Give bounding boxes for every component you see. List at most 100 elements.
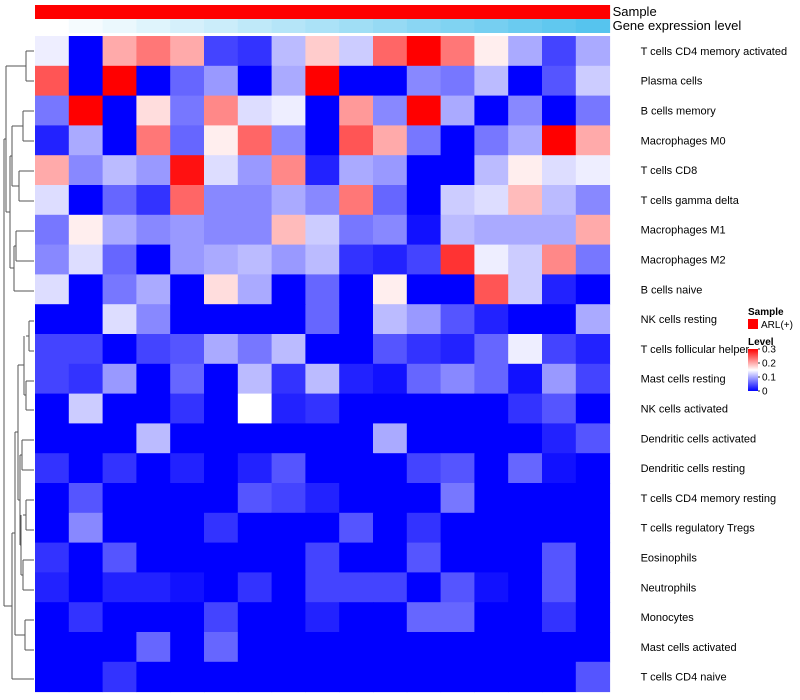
heatmap-cell <box>35 632 70 663</box>
heatmap-cell <box>474 214 509 246</box>
heatmap-cell <box>508 125 543 156</box>
heatmap-cell <box>406 661 442 693</box>
heatmap-cell <box>542 274 577 305</box>
heatmap-cell <box>271 155 306 186</box>
heatmap-cell <box>204 393 239 424</box>
heatmap-cell <box>271 542 306 573</box>
heatmap-cell <box>136 155 171 186</box>
heatmap-cell <box>575 155 611 186</box>
heatmap-cell <box>440 185 475 216</box>
heatmap-cell <box>136 483 171 514</box>
row-label: B cells naive <box>641 284 703 296</box>
heatmap-cell <box>373 185 408 216</box>
heatmap-cell <box>102 572 137 603</box>
heatmap-cell <box>440 244 475 275</box>
heatmap-cell <box>575 572 611 603</box>
heatmap-cell <box>68 423 104 454</box>
heatmap-cell <box>170 65 205 97</box>
heatmap-cell <box>373 483 408 514</box>
heatmap-cell <box>406 453 442 484</box>
heatmap-cell <box>440 661 475 693</box>
heatmap-cell <box>474 453 509 484</box>
heatmap-cell <box>35 334 70 365</box>
heatmap-cell <box>204 423 239 454</box>
heatmap-cell <box>373 155 408 186</box>
heatmap-cell <box>136 334 171 365</box>
heatmap-cell <box>68 274 104 305</box>
heatmap-cell <box>68 632 104 663</box>
heatmap-cell <box>542 214 577 246</box>
heatmap-cell <box>170 453 205 484</box>
heatmap-cell <box>271 632 306 663</box>
heatmap-cell <box>102 334 137 365</box>
heatmap-cell <box>204 155 239 186</box>
heatmap-cell <box>339 304 374 335</box>
legend-sample-entry: ARL(+) <box>761 320 793 331</box>
heatmap-cell <box>508 572 543 603</box>
legend-tick-label: 0 <box>762 387 768 398</box>
heatmap-cell <box>237 423 273 454</box>
row-label: Macrophages M1 <box>641 225 726 237</box>
heatmap-cell <box>271 95 306 126</box>
heatmap-cell <box>170 632 205 663</box>
heatmap-cell <box>440 155 475 186</box>
heatmap-cell <box>68 125 104 156</box>
heatmap-cell <box>35 244 70 275</box>
sample-annotation-cell <box>170 5 205 19</box>
heatmap-cell <box>170 334 205 365</box>
heatmap-cell <box>170 542 205 573</box>
heatmap-cell <box>102 393 137 424</box>
heatmap-cell <box>406 423 442 454</box>
row-dendrogram <box>3 50 34 680</box>
heatmap-cell <box>170 95 205 126</box>
heatmap-cell <box>474 155 509 186</box>
heatmap-cell <box>542 363 577 395</box>
heatmap-cell <box>440 393 475 424</box>
heatmap-cell <box>170 602 205 633</box>
heatmap-cell <box>339 661 374 693</box>
sample-annotation-cell <box>204 5 239 19</box>
heatmap-cell <box>68 304 104 335</box>
heatmap-cell <box>406 155 442 186</box>
heatmap-cell <box>271 393 306 424</box>
heatmap-cell <box>575 185 611 216</box>
heatmap-cell <box>508 453 543 484</box>
heatmap-cell <box>575 483 611 514</box>
heatmap-cell <box>68 542 104 573</box>
heatmap-cell <box>102 36 137 67</box>
sample-annotation-cell <box>68 5 104 19</box>
heatmap-cell <box>204 363 239 395</box>
heatmap-cell <box>170 155 205 186</box>
heatmap-cell <box>373 363 408 395</box>
heatmap-cell <box>474 36 509 67</box>
heatmap-cell <box>575 65 611 97</box>
heatmap-cell <box>575 661 611 693</box>
heatmap-cell <box>406 274 442 305</box>
expression-annotation-cell <box>373 19 408 33</box>
heatmap-cell <box>237 214 273 246</box>
heatmap-cell <box>373 453 408 484</box>
heatmap-cell <box>102 423 137 454</box>
heatmap-cell <box>170 304 205 335</box>
heatmap-cell <box>440 632 475 663</box>
heatmap-cell <box>474 512 509 544</box>
heatmap-cell <box>373 334 408 365</box>
heatmap-cell <box>305 423 340 454</box>
heatmap-cell <box>575 602 611 633</box>
heatmap-cell <box>136 453 171 484</box>
heatmap-cell <box>35 602 70 633</box>
heatmap-cell <box>237 185 273 216</box>
sample-annotation-cell <box>406 5 442 19</box>
row-label: Eosinophils <box>641 553 698 565</box>
heatmap-cell <box>271 65 306 97</box>
heatmap-cell <box>204 185 239 216</box>
row-label: Monocytes <box>641 612 695 624</box>
heatmap-cell <box>237 334 273 365</box>
heatmap-cell <box>237 36 273 67</box>
heatmap-cell <box>373 274 408 305</box>
heatmap-cell <box>271 602 306 633</box>
expression-annotation-cell <box>575 19 611 33</box>
heatmap-cell <box>35 95 70 126</box>
heatmap-cell <box>406 572 442 603</box>
